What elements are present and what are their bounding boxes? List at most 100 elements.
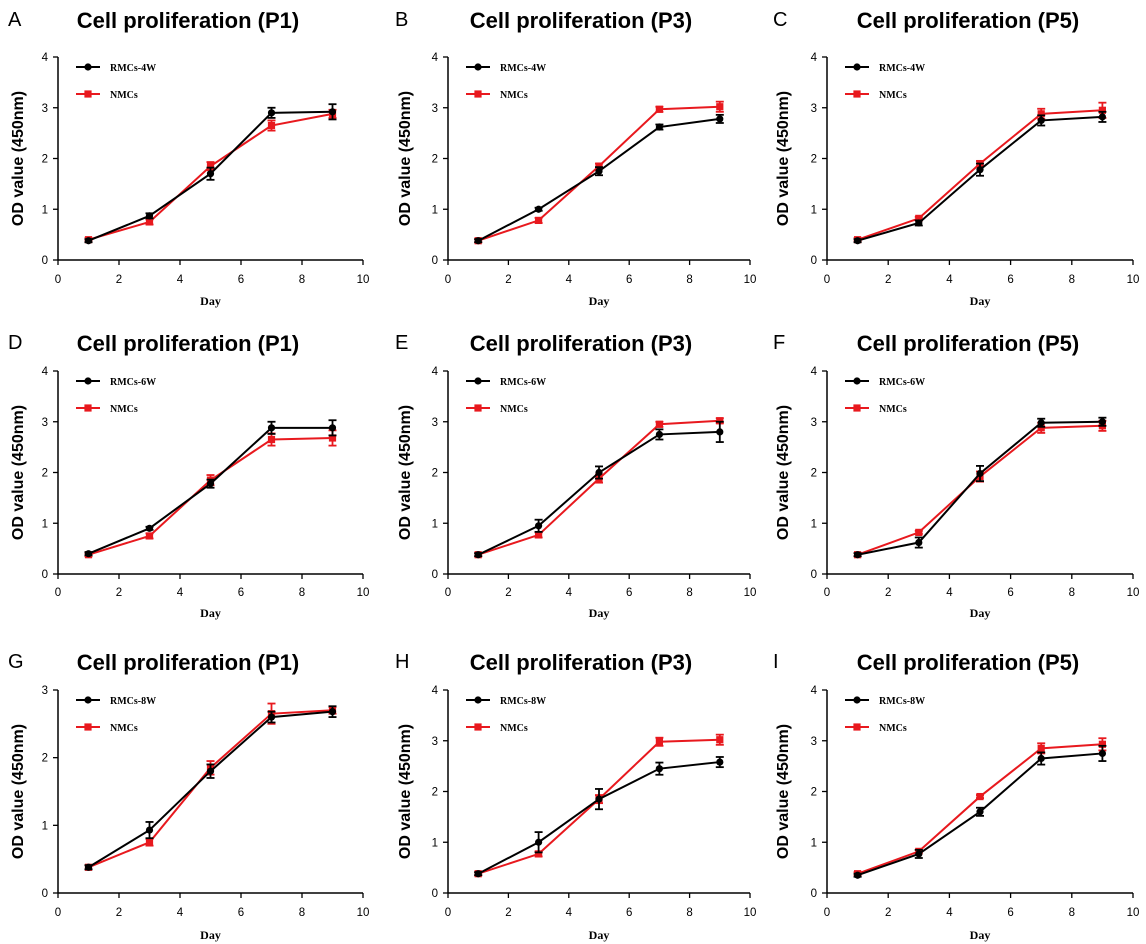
- x-tick-label: 6: [626, 587, 632, 599]
- x-tick-label: 8: [1069, 274, 1075, 286]
- x-tick-label: 4: [566, 274, 573, 286]
- x-tick-label: 2: [116, 274, 122, 286]
- legend-label: RMCs-8W: [110, 696, 156, 707]
- panel-d: D Cell proliferation (P1) 0 2 4 6 8 10 0 1 2 3 4 Day O…: [8, 331, 369, 620]
- data-point: [716, 758, 724, 766]
- data-point: [84, 550, 93, 558]
- chart-title: Cell proliferation (P1): [77, 8, 299, 33]
- y-tick-label: 2: [42, 753, 48, 765]
- y-axis-title: OD value (450nm): [10, 405, 27, 540]
- y-tick-label: 1: [432, 837, 438, 849]
- series-line: [857, 420, 1103, 556]
- legend: RMCs-8W NMCs: [466, 696, 546, 734]
- panel-letter: A: [8, 9, 22, 31]
- data-point: [1098, 106, 1106, 114]
- legend-marker: [853, 723, 861, 731]
- legend: RMCs-8W NMCs: [845, 696, 925, 734]
- y-tick-label: 2: [811, 468, 817, 480]
- data-point: [655, 123, 664, 131]
- legend: RMCs-6W NMCs: [466, 377, 546, 415]
- legend-marker: [84, 723, 92, 731]
- y-axis-title: OD value (450nm): [397, 724, 414, 859]
- y-tick-label: 2: [811, 154, 817, 166]
- legend-marker: [853, 90, 861, 98]
- x-tick-label: 8: [299, 907, 305, 919]
- legend-label: NMCs: [879, 90, 907, 101]
- x-tick-label: 4: [177, 274, 184, 286]
- chart-title: Cell proliferation (P5): [857, 8, 1079, 33]
- panel-letter: G: [8, 651, 24, 673]
- x-tick-label: 2: [505, 907, 511, 919]
- y-axis-title: OD value (450nm): [397, 91, 414, 226]
- x-axis-title: Day: [200, 928, 221, 942]
- x-tick-label: 0: [824, 587, 830, 599]
- y-tick-label: 0: [432, 888, 438, 900]
- data-point: [1037, 419, 1045, 427]
- x-tick-label: 2: [505, 274, 511, 286]
- legend-label: NMCs: [110, 90, 138, 101]
- data-point: [716, 103, 724, 111]
- x-tick-label: 2: [116, 587, 122, 599]
- data-point: [145, 838, 154, 846]
- data-point: [84, 237, 93, 245]
- x-tick-label: 0: [55, 274, 61, 286]
- x-tick-label: 4: [946, 907, 953, 919]
- data-point: [145, 212, 154, 220]
- legend-marker: [84, 90, 92, 98]
- legend-label: RMCs-4W: [500, 63, 546, 74]
- chart-title: Cell proliferation (P1): [77, 650, 299, 675]
- series-line: [477, 419, 720, 556]
- legend: RMCs-4W NMCs: [76, 63, 156, 101]
- panel-g: G Cell proliferation (P1) 0 2 4 6 8 10 0 1 2 3 Day OD…: [8, 650, 369, 942]
- legend-marker: [84, 377, 92, 385]
- chart-title: Cell proliferation (P5): [857, 650, 1079, 675]
- data-point: [716, 428, 724, 436]
- series-nmcs: [853, 419, 1107, 559]
- panel-b: B Cell proliferation (P3) 0 2 4 6 8 10 0 1 2 3 4 Day O…: [395, 8, 756, 308]
- y-tick-label: 1: [42, 204, 48, 216]
- series-line: [88, 426, 333, 555]
- x-tick-label: 6: [1007, 274, 1013, 286]
- data-point: [535, 205, 543, 213]
- x-axis-title: Day: [970, 606, 991, 620]
- x-tick-label: 6: [626, 907, 632, 919]
- x-tick-label: 8: [686, 587, 692, 599]
- data-point: [1037, 754, 1045, 763]
- x-tick-label: 2: [885, 907, 891, 919]
- data-point: [1098, 113, 1106, 121]
- y-tick-label: 2: [432, 468, 438, 480]
- x-tick-label: 10: [1127, 274, 1140, 286]
- y-axis-title: OD value (450nm): [10, 724, 27, 859]
- series-nmcs: [474, 417, 724, 559]
- data-point: [535, 216, 543, 225]
- x-axis-title: Day: [970, 928, 991, 942]
- x-tick-label: 6: [238, 907, 244, 919]
- data-point: [1037, 116, 1045, 125]
- series-line: [477, 430, 720, 556]
- legend-marker: [84, 404, 92, 412]
- legend: RMCs-4W NMCs: [845, 63, 925, 101]
- legend-label: RMCs-8W: [500, 696, 546, 707]
- x-tick-label: 8: [686, 274, 692, 286]
- x-tick-label: 0: [445, 907, 451, 919]
- data-point: [655, 420, 663, 428]
- x-tick-label: 6: [238, 274, 244, 286]
- y-tick-label: 4: [432, 366, 439, 378]
- legend-marker: [853, 696, 861, 704]
- series-line: [857, 424, 1103, 556]
- panel-letter: C: [773, 9, 787, 31]
- data-point: [328, 708, 337, 716]
- panel-letter: E: [395, 332, 408, 354]
- panel-e: E Cell proliferation (P3) 0 2 4 6 8 10 0 1 2 3 4 Day O…: [395, 331, 756, 620]
- x-tick-label: 8: [686, 907, 692, 919]
- data-point: [1037, 744, 1045, 752]
- legend-label: RMCs-6W: [879, 377, 925, 388]
- y-tick-label: 3: [432, 417, 438, 429]
- y-tick-label: 0: [42, 255, 48, 267]
- x-tick-label: 4: [946, 274, 953, 286]
- y-tick-label: 3: [42, 685, 48, 697]
- x-tick-label: 0: [824, 907, 830, 919]
- y-tick-label: 1: [432, 518, 438, 530]
- data-point: [854, 871, 862, 879]
